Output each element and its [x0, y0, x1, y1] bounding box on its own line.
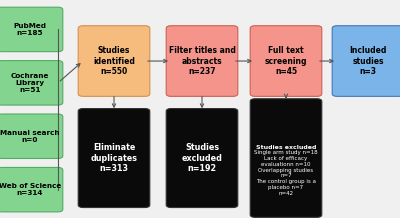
FancyBboxPatch shape	[0, 114, 63, 158]
FancyBboxPatch shape	[78, 109, 150, 208]
FancyBboxPatch shape	[250, 99, 322, 217]
Text: Full text
screening
n=45: Full text screening n=45	[265, 46, 307, 76]
Text: Manual search
n=0: Manual search n=0	[0, 130, 60, 143]
Text: PubMed
n=185: PubMed n=185	[14, 23, 46, 36]
FancyBboxPatch shape	[250, 26, 322, 96]
Text: Studies excluded: Studies excluded	[256, 145, 316, 150]
FancyBboxPatch shape	[166, 26, 238, 96]
Text: Single arm study n=18
Lack of efficacy
evaluationn n=10
Overlapping studies
n=7
: Single arm study n=18 Lack of efficacy e…	[254, 150, 318, 196]
Text: Cochrane
Library
n=51: Cochrane Library n=51	[11, 73, 49, 93]
FancyBboxPatch shape	[0, 167, 63, 212]
FancyBboxPatch shape	[78, 26, 150, 96]
Text: Included
studies
n=3: Included studies n=3	[349, 46, 387, 76]
FancyBboxPatch shape	[166, 109, 238, 208]
FancyBboxPatch shape	[0, 7, 63, 52]
FancyBboxPatch shape	[332, 26, 400, 96]
Text: Studies
identified
n=550: Studies identified n=550	[93, 46, 135, 76]
FancyBboxPatch shape	[0, 61, 63, 105]
Text: Studies
excluded
n=192: Studies excluded n=192	[182, 143, 222, 173]
Text: Filter titles and
abstracts
n=237: Filter titles and abstracts n=237	[168, 46, 236, 76]
Text: Web of Science
n=314: Web of Science n=314	[0, 183, 61, 196]
Text: Eliminate
duplicates
n=313: Eliminate duplicates n=313	[90, 143, 138, 173]
